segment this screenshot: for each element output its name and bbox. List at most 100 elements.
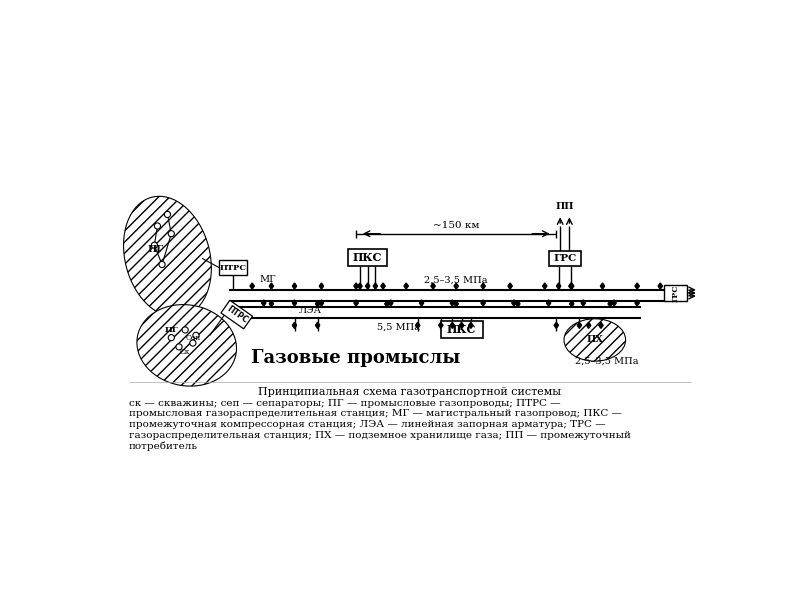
Polygon shape [270, 304, 274, 307]
Polygon shape [586, 322, 590, 325]
Polygon shape [554, 322, 558, 325]
Polygon shape [292, 283, 297, 286]
Polygon shape [438, 325, 443, 328]
Polygon shape [385, 304, 389, 307]
Polygon shape [358, 283, 362, 286]
Polygon shape [454, 301, 458, 304]
Polygon shape [586, 325, 590, 328]
Bar [441, 321, 483, 338]
Polygon shape [404, 283, 408, 286]
Polygon shape [578, 325, 582, 328]
Polygon shape [546, 303, 550, 306]
Ellipse shape [564, 319, 626, 361]
Polygon shape [270, 286, 274, 289]
Text: ЛЭА: ЛЭА [298, 306, 322, 315]
Text: потребитель: потребитель [129, 442, 198, 451]
Polygon shape [612, 300, 616, 303]
Text: газораспределительная станция; ПХ — подземное хранилище газа; ПП — промежуточный: газораспределительная станция; ПХ — подз… [129, 431, 631, 440]
Text: ск — скважины; сеп — сепараторы; ПГ — промысловые газопроводы; ПТРС —: ск — скважины; сеп — сепараторы; ПГ — пр… [129, 398, 561, 407]
Polygon shape [569, 286, 573, 289]
Polygon shape [419, 300, 424, 303]
Polygon shape [292, 325, 297, 328]
Polygon shape [570, 301, 574, 304]
Polygon shape [292, 322, 297, 325]
Polygon shape [319, 283, 324, 286]
Polygon shape [600, 283, 605, 286]
Polygon shape [581, 303, 586, 306]
Polygon shape [635, 286, 639, 289]
Polygon shape [262, 303, 266, 306]
Polygon shape [438, 322, 443, 325]
Ellipse shape [123, 196, 211, 317]
Circle shape [159, 262, 165, 268]
Text: 2,5–3,5 МПа: 2,5–3,5 МПа [574, 356, 638, 365]
Circle shape [154, 223, 161, 229]
Polygon shape [481, 300, 486, 303]
Circle shape [168, 335, 174, 341]
Polygon shape [292, 286, 297, 289]
Bar [664, 284, 687, 301]
Polygon shape [385, 301, 389, 304]
Text: ПГ: ПГ [165, 326, 178, 334]
Polygon shape [373, 283, 378, 286]
Polygon shape [270, 283, 274, 286]
Text: 2,5–3,5 МПа: 2,5–3,5 МПа [425, 275, 488, 284]
Polygon shape [450, 322, 454, 325]
Polygon shape [315, 325, 320, 328]
Text: ПП: ПП [555, 202, 574, 211]
Polygon shape [554, 325, 558, 328]
Polygon shape [415, 325, 420, 328]
Polygon shape [658, 286, 662, 289]
Polygon shape [658, 283, 662, 286]
Polygon shape [459, 322, 464, 325]
Text: Газовые промыслы: Газовые промыслы [251, 349, 461, 367]
Polygon shape [508, 286, 512, 289]
Text: ~150 км: ~150 км [433, 221, 479, 230]
Polygon shape [381, 283, 386, 286]
Polygon shape [419, 303, 424, 306]
Polygon shape [315, 322, 320, 325]
Polygon shape [542, 283, 547, 286]
Text: ПГ: ПГ [148, 245, 164, 254]
Text: ПТРС: ПТРС [219, 263, 246, 272]
Circle shape [190, 340, 196, 346]
Polygon shape [366, 283, 370, 286]
Polygon shape [354, 303, 358, 306]
Polygon shape [481, 286, 486, 289]
Bar [349, 249, 387, 266]
Text: 5,5 МПа: 5,5 МПа [377, 323, 420, 332]
Polygon shape [404, 286, 408, 289]
Text: ПТРС: ПТРС [225, 304, 249, 325]
Polygon shape [354, 286, 358, 289]
Polygon shape [608, 304, 612, 307]
Polygon shape [459, 325, 464, 328]
Polygon shape [373, 286, 378, 289]
Polygon shape [454, 286, 458, 289]
Polygon shape [366, 286, 370, 289]
Polygon shape [292, 300, 297, 303]
Polygon shape [600, 286, 605, 289]
Polygon shape [315, 304, 320, 307]
Text: ПХ: ПХ [586, 335, 603, 344]
Polygon shape [512, 300, 516, 303]
Polygon shape [570, 283, 574, 286]
Polygon shape [270, 301, 274, 304]
Polygon shape [381, 286, 386, 289]
Polygon shape [608, 301, 612, 304]
Polygon shape [612, 303, 616, 306]
Polygon shape [481, 283, 486, 286]
Polygon shape [431, 286, 435, 289]
Polygon shape [454, 304, 458, 307]
Text: промежуточная компрессорная станция; ЛЭА — линейная запорная арматура; ТРС —: промежуточная компрессорная станция; ЛЭА… [129, 420, 606, 429]
Polygon shape [635, 300, 639, 303]
Text: ПКС: ПКС [353, 252, 382, 263]
Polygon shape [469, 325, 473, 328]
Circle shape [151, 242, 158, 248]
Text: Сеп: Сеп [186, 334, 201, 341]
Polygon shape [581, 300, 586, 303]
Text: ГРС: ГРС [553, 254, 576, 263]
Polygon shape [354, 300, 358, 303]
Circle shape [168, 230, 174, 237]
Text: промысловая газораспределительная станция; МГ — магистральный газопровод; ПКС —: промысловая газораспределительная станци… [129, 409, 622, 418]
Polygon shape [389, 300, 393, 303]
